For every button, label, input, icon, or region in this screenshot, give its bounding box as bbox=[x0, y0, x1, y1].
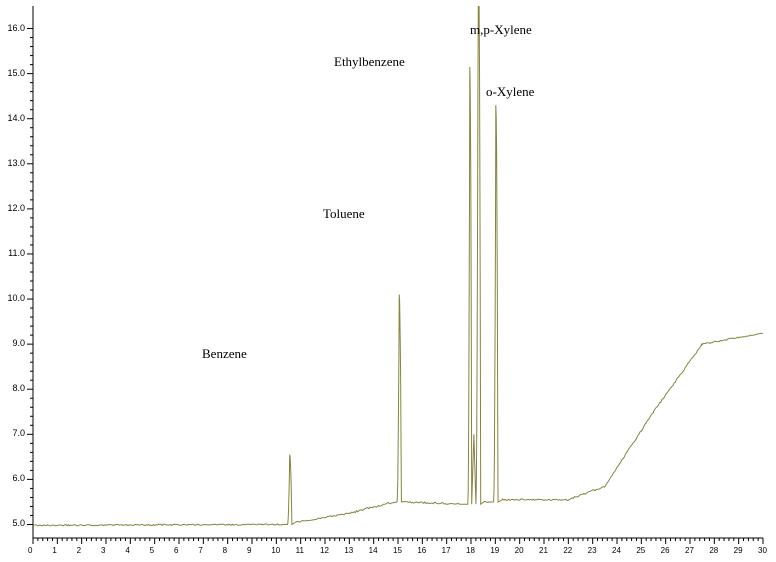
x-tick-label: 1 bbox=[52, 546, 56, 555]
peak-label: o-Xylene bbox=[486, 84, 534, 100]
y-tick-label: 9.0 bbox=[12, 338, 25, 348]
chromatogram-plot bbox=[0, 0, 776, 562]
x-tick-label: 18 bbox=[466, 546, 475, 555]
y-tick-label: 15.0 bbox=[7, 68, 25, 78]
x-tick-label: 2 bbox=[77, 546, 81, 555]
x-tick-label: 4 bbox=[125, 546, 129, 555]
x-tick-label: 23 bbox=[588, 546, 597, 555]
x-tick-label: 11 bbox=[296, 546, 304, 555]
x-tick-label: 19 bbox=[490, 546, 499, 555]
x-tick-label: 17 bbox=[442, 546, 451, 555]
y-tick-label: 8.0 bbox=[12, 383, 25, 393]
x-tick-label: 16 bbox=[417, 546, 426, 555]
x-tick-label: 28 bbox=[709, 546, 718, 555]
x-tick-label: 29 bbox=[734, 546, 743, 555]
x-tick-label: 8 bbox=[223, 546, 227, 555]
x-tick-label: 12 bbox=[320, 546, 329, 555]
x-tick-label: 25 bbox=[636, 546, 645, 555]
y-tick-label: 12.0 bbox=[7, 203, 25, 213]
peak-label: Ethylbenzene bbox=[334, 54, 405, 70]
x-tick-label: 0 bbox=[28, 546, 32, 555]
x-tick-label: 20 bbox=[515, 546, 524, 555]
x-tick-label: 9 bbox=[247, 546, 251, 555]
peak-label: Toluene bbox=[323, 206, 365, 222]
x-tick-label: 15 bbox=[393, 546, 402, 555]
y-tick-label: 11.0 bbox=[8, 248, 25, 258]
x-tick-label: 22 bbox=[563, 546, 572, 555]
x-tick-label: 6 bbox=[174, 546, 178, 555]
x-tick-label: 5 bbox=[150, 546, 154, 555]
y-tick-label: 6.0 bbox=[12, 473, 25, 483]
x-tick-label: 7 bbox=[198, 546, 202, 555]
y-tick-label: 16.0 bbox=[7, 23, 25, 33]
x-tick-label: 14 bbox=[369, 546, 378, 555]
peak-label: Benzene bbox=[202, 346, 247, 362]
x-tick-label: 26 bbox=[661, 546, 670, 555]
y-tick-label: 5.0 bbox=[12, 518, 25, 528]
x-tick-label: 3 bbox=[101, 546, 105, 555]
x-tick-label: 13 bbox=[344, 546, 353, 555]
peak-label: m,p-Xylene bbox=[470, 22, 532, 38]
x-tick-label: 27 bbox=[685, 546, 694, 555]
y-tick-label: 13.0 bbox=[7, 158, 25, 168]
x-tick-label: 30 bbox=[758, 546, 767, 555]
x-tick-label: 10 bbox=[271, 546, 280, 555]
x-tick-label: 24 bbox=[612, 546, 621, 555]
x-tick-label: 21 bbox=[539, 546, 548, 555]
y-tick-label: 7.0 bbox=[12, 428, 25, 438]
y-tick-label: 14.0 bbox=[7, 113, 25, 123]
y-tick-label: 10.0 bbox=[7, 293, 25, 303]
